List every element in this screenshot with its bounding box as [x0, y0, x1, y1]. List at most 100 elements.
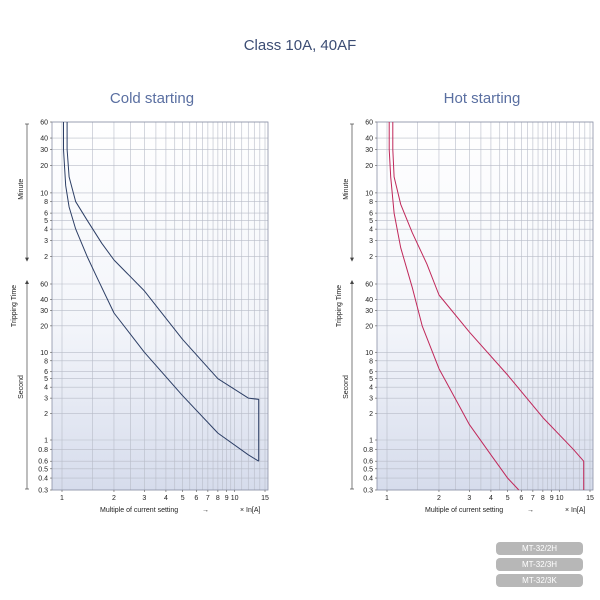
- y-tick-label: 0.5: [38, 466, 48, 473]
- y-tick-label: 0.4: [363, 476, 373, 483]
- y-tick-label: 60: [40, 282, 48, 289]
- y-group-label-second: Second: [18, 375, 25, 399]
- y-tick-label: 20: [365, 163, 373, 170]
- x-tick-label: 1: [385, 495, 389, 502]
- y-tick-label: 3: [44, 238, 48, 245]
- y-tick-label: 0.4: [38, 476, 48, 483]
- chart-title-hot: Hot starting: [443, 90, 521, 107]
- y-tick-label: 4: [369, 227, 373, 234]
- y-tick-label: 0.5: [363, 466, 373, 473]
- y-tick-label: 10: [365, 350, 373, 357]
- y-tick-label: 8: [44, 199, 48, 206]
- page-title: Class 10A, 40AF: [243, 37, 357, 54]
- y-tick-label: 6: [44, 369, 48, 376]
- y-tick-label: 40: [40, 136, 48, 143]
- x-tick-label: 1: [60, 495, 64, 502]
- x-tick-label: 7: [206, 495, 210, 502]
- x-tick-label: 15: [586, 495, 594, 502]
- x-axis-unit: × In[A]: [565, 507, 585, 514]
- y-tick-label: 20: [365, 323, 373, 330]
- curve-series-upper: [66, 122, 260, 462]
- curve-series-lower: [388, 122, 520, 491]
- y-axis-title: Tripping Time: [11, 285, 18, 327]
- y-tick-label: 40: [365, 297, 373, 304]
- arrow-icon: →: [527, 507, 534, 514]
- x-tick-label: 9: [550, 495, 554, 502]
- x-tick-label: 10: [556, 495, 564, 502]
- y-tick-label: 10: [365, 190, 373, 197]
- y-tick-label: 2: [44, 411, 48, 418]
- y-tick-label: 0.3: [38, 488, 48, 495]
- y-tick-label: 3: [369, 238, 373, 245]
- y-tick-label: 30: [365, 308, 373, 315]
- y-tick-label: 3: [369, 396, 373, 403]
- x-tick-label: 8: [541, 495, 545, 502]
- y-tick-label: 5: [369, 218, 373, 225]
- y-tick-label: 60: [365, 120, 373, 127]
- y-axis-title: Tripping Time: [336, 285, 343, 327]
- x-tick-label: 3: [142, 495, 146, 502]
- chart-title-cold: Cold starting: [109, 90, 195, 107]
- y-tick-label: 8: [369, 358, 373, 365]
- y-tick-label: 60: [365, 282, 373, 289]
- y-tick-label: 5: [44, 376, 48, 383]
- y-group-label-second: Second: [343, 375, 350, 399]
- bracket-arrow: [350, 280, 354, 284]
- arrow-icon: →: [202, 507, 209, 514]
- y-tick-label: 5: [44, 218, 48, 225]
- x-tick-label: 3: [467, 495, 471, 502]
- plot-frame: [51, 121, 269, 491]
- y-tick-label: 40: [40, 297, 48, 304]
- x-tick-label: 9: [225, 495, 229, 502]
- x-tick-label: 10: [231, 495, 239, 502]
- y-tick-label: 6: [369, 369, 373, 376]
- y-tick-label: 40: [365, 136, 373, 143]
- y-tick-label: 10: [40, 190, 48, 197]
- y-tick-label: 4: [44, 385, 48, 392]
- y-tick-label: 0.8: [363, 447, 373, 454]
- x-tick-label: 5: [181, 495, 185, 502]
- y-tick-label: 8: [369, 199, 373, 206]
- y-tick-label: 10: [40, 350, 48, 357]
- y-tick-label: 1: [369, 438, 373, 445]
- x-axis-title: Multiple of current setting: [425, 507, 503, 514]
- y-tick-label: 6: [44, 211, 48, 218]
- plot-background: [52, 122, 268, 490]
- y-tick-label: 30: [365, 147, 373, 154]
- y-tick-label: 0.8: [38, 447, 48, 454]
- y-tick-label: 3: [44, 396, 48, 403]
- x-tick-label: 6: [519, 495, 523, 502]
- x-tick-label: 4: [164, 495, 168, 502]
- x-tick-label: 2: [112, 495, 116, 502]
- plot-background: [377, 122, 593, 490]
- y-tick-label: 0.6: [363, 459, 373, 466]
- model-badge-3h: MT-32/3H: [496, 558, 583, 571]
- y-tick-label: 8: [44, 358, 48, 365]
- x-tick-label: 2: [437, 495, 441, 502]
- x-tick-label: 6: [194, 495, 198, 502]
- y-tick-label: 60: [40, 120, 48, 127]
- y-group-label-minute: Minute: [18, 179, 25, 200]
- x-tick-label: 7: [531, 495, 535, 502]
- y-tick-label: 0.6: [38, 459, 48, 466]
- y-tick-label: 6: [369, 211, 373, 218]
- bracket-arrow: [25, 280, 29, 284]
- y-group-label-minute: Minute: [343, 179, 350, 200]
- y-tick-label: 4: [44, 227, 48, 234]
- y-tick-label: 30: [40, 147, 48, 154]
- x-tick-label: 15: [261, 495, 269, 502]
- y-tick-label: 4: [369, 385, 373, 392]
- curve-series-upper: [392, 122, 585, 490]
- y-tick-label: 5: [369, 376, 373, 383]
- y-tick-label: 2: [44, 254, 48, 261]
- x-tick-label: 5: [506, 495, 510, 502]
- x-tick-label: 4: [489, 495, 493, 502]
- y-tick-label: 20: [40, 163, 48, 170]
- model-badge-3k: MT-32/3K: [496, 574, 583, 587]
- y-tick-label: 20: [40, 323, 48, 330]
- y-tick-label: 30: [40, 308, 48, 315]
- curve-series-lower: [63, 122, 259, 462]
- y-tick-label: 0.3: [363, 488, 373, 495]
- x-axis-title: Multiple of current setting: [100, 507, 178, 514]
